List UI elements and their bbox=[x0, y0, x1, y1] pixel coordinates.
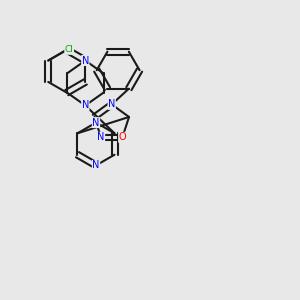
Text: Cl: Cl bbox=[65, 45, 74, 54]
Text: O: O bbox=[118, 132, 126, 142]
Text: N: N bbox=[108, 99, 116, 110]
Text: N: N bbox=[92, 160, 100, 170]
Text: N: N bbox=[97, 132, 105, 142]
Text: N: N bbox=[82, 100, 89, 110]
Text: N: N bbox=[82, 56, 89, 65]
Text: N: N bbox=[92, 118, 100, 128]
